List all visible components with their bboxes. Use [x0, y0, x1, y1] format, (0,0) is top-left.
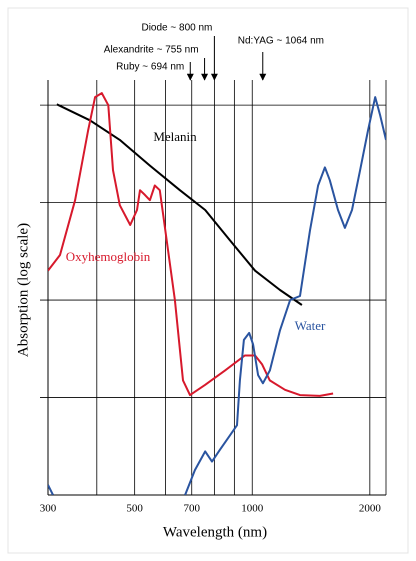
series-label: Oxyhemoglobin	[66, 249, 151, 264]
annotation-label: Diode ~ 800 nm	[141, 23, 212, 34]
series-line	[48, 96, 386, 495]
annotation-label: Nd:YAG ~ 1064 nm	[238, 36, 324, 47]
x-tick-label: 1000	[241, 503, 264, 515]
series-label: Melanin	[153, 129, 197, 144]
x-tick-label: 2000	[359, 503, 382, 515]
series-label: Water	[295, 318, 326, 333]
x-axis-label: Wavelength (nm)	[163, 524, 267, 540]
annotation-label: Alexandrite ~ 755 nm	[104, 45, 199, 56]
annotation-label: Ruby ~ 694 nm	[116, 62, 184, 73]
x-tick-label: 500	[126, 503, 143, 515]
x-tick-label: 300	[40, 503, 57, 515]
frame	[7, 7, 409, 554]
series-line	[48, 92, 334, 397]
series-line	[56, 103, 303, 306]
y-axis-label: Absorption (log scale)	[15, 223, 31, 357]
x-tick-label: 700	[183, 503, 200, 515]
